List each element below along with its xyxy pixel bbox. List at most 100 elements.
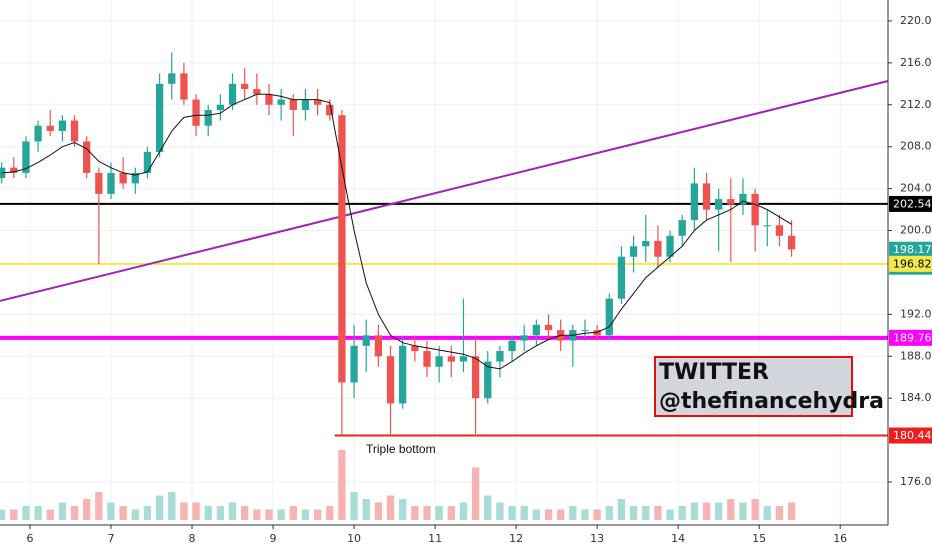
price-tag-label: 202.54 [893, 197, 932, 210]
candle-body [411, 345, 419, 352]
x-tick-label: 10 [347, 532, 361, 545]
y-tick-label: 220.00 [900, 14, 932, 27]
candle-body [727, 199, 735, 205]
y-tick-label: 192.00 [900, 307, 932, 320]
volume-bar [46, 509, 54, 520]
watermark-box [654, 356, 853, 417]
volume-bar [739, 502, 747, 520]
annotation: Triple bottom [366, 442, 436, 456]
candle-body [155, 83, 164, 152]
candle-body [241, 83, 249, 90]
volume-bar [459, 502, 468, 520]
candle-body [520, 335, 528, 341]
price-tag-label: 189.76 [893, 331, 932, 344]
candle-body [666, 235, 674, 257]
volume-bar [787, 502, 796, 520]
volume-bar [10, 509, 18, 520]
volume-bar [654, 506, 662, 520]
volume-bar [301, 509, 310, 520]
candle-body [83, 141, 91, 173]
volume-bar [386, 495, 395, 520]
candle-body [180, 73, 188, 100]
price-tag [889, 255, 932, 272]
candle-body [253, 89, 261, 95]
volume-bar [277, 509, 285, 520]
candle-body [168, 73, 176, 84]
candle-body [496, 351, 504, 362]
volume-bar [70, 506, 79, 520]
y-tick-label: 212.00 [900, 98, 932, 111]
candle-body [459, 356, 468, 362]
candle-body [593, 330, 601, 336]
y-tick-label: 176.00 [900, 475, 932, 488]
volume-bar [168, 492, 176, 520]
volume-bar [107, 502, 115, 520]
candle-body [690, 183, 699, 221]
volume-bar [34, 506, 42, 520]
candle-body [107, 172, 115, 194]
price-tag [889, 427, 932, 444]
axis-labels: 176.00 184.00 188.00 192.00 200.00 204.00 208.… [26, 14, 932, 545]
candle-body [484, 361, 492, 399]
candle-body [350, 345, 358, 383]
volume-bar [143, 506, 152, 520]
y-tick-label: 188.00 [900, 349, 932, 362]
volume-bar [775, 506, 784, 520]
volume-bar [289, 506, 297, 520]
volume-bar [642, 506, 650, 520]
candle-body [70, 120, 79, 142]
candle-body [131, 172, 139, 184]
candle-body [204, 110, 212, 126]
volume-bar [119, 506, 127, 520]
x-tick-label: 11 [428, 532, 442, 545]
volume-bar [520, 506, 528, 520]
candle-body [46, 125, 54, 131]
volume-bar [617, 499, 626, 520]
candle-body [362, 335, 370, 346]
candle-body [605, 298, 613, 336]
watermark-line: @thefinancehydra [659, 389, 884, 414]
volume-bar [58, 502, 67, 520]
volume-bar [557, 509, 565, 520]
candle-body [423, 351, 431, 367]
candle-body [374, 335, 383, 357]
volume-bar [496, 502, 504, 520]
candle-body [581, 330, 589, 332]
volume-bar [253, 509, 261, 520]
volume-bar [423, 506, 431, 520]
volume-bar [678, 506, 686, 520]
x-tick-label: 7 [108, 532, 115, 545]
volume-bar [690, 502, 699, 520]
moving-average [1, 93, 792, 370]
volume-bar [715, 502, 723, 520]
volume-bar [569, 506, 577, 520]
volume-bar [192, 502, 200, 520]
candle-body [544, 324, 553, 331]
volume-bar [326, 506, 334, 520]
candle-body [265, 94, 273, 105]
x-tick-label: 9 [270, 532, 277, 545]
x-tick-label: 13 [590, 532, 604, 545]
volume-bar [131, 509, 139, 520]
candle-body [34, 125, 42, 142]
volume-bar [763, 506, 771, 520]
price-tag [889, 241, 932, 258]
y-tick-label: 204.00 [900, 182, 932, 195]
price-tag-label: 196.82 [893, 257, 932, 270]
volume-bar [374, 502, 383, 520]
volume-bar [95, 492, 103, 520]
volume-bar [532, 509, 541, 520]
volume-bar [362, 499, 370, 520]
candle-body [763, 225, 771, 227]
candle-body [10, 167, 18, 173]
candle-body [313, 99, 322, 105]
y-tick-label: 216.00 [900, 56, 932, 69]
candle-body [289, 99, 297, 111]
candle-body [642, 241, 650, 247]
volume-bar [204, 506, 212, 520]
candle-body [775, 225, 784, 236]
candle-body [338, 115, 346, 383]
volume-bar [399, 499, 407, 520]
candle-body [277, 99, 285, 105]
candle-body [58, 120, 67, 131]
